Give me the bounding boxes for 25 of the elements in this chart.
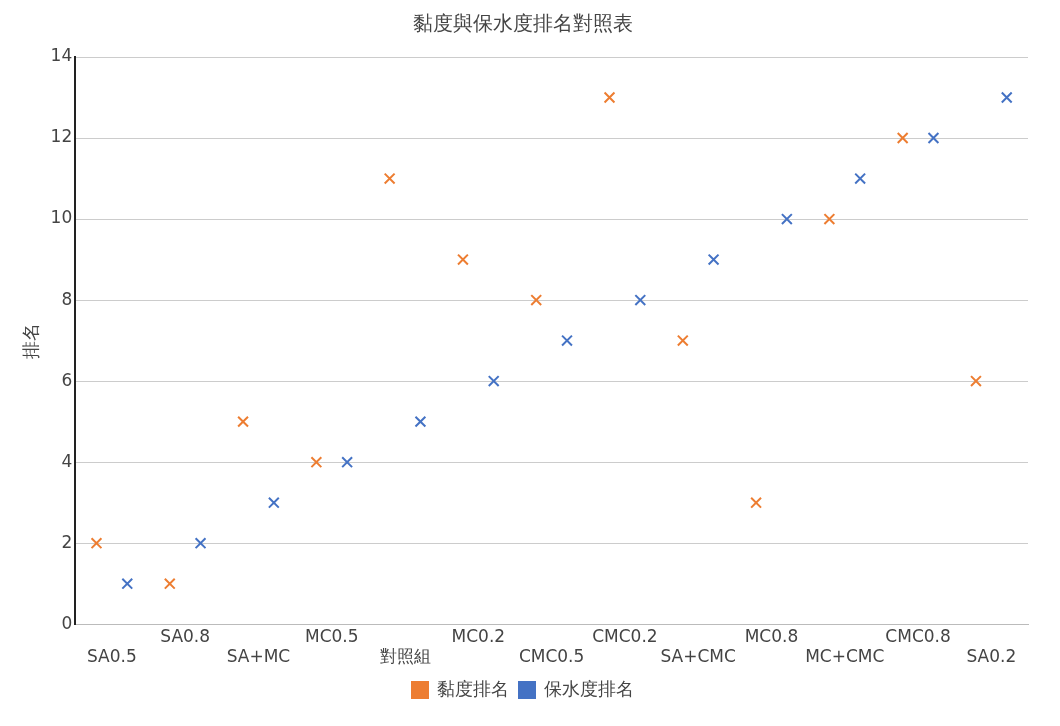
y-tick-label: 2 xyxy=(61,531,73,552)
chart-title: 黏度與保水度排名對照表 xyxy=(413,11,633,36)
y-tick-label: 4 xyxy=(61,450,73,471)
y-tick-label: 10 xyxy=(50,207,73,228)
legend-label: 黏度排名 xyxy=(437,677,509,699)
y-axis-title: 排名 xyxy=(20,322,42,359)
y-tick-label: 14 xyxy=(50,45,73,66)
x-tick-label: SA+CMC xyxy=(660,646,736,667)
x-tick-label: 對照組 xyxy=(379,646,431,667)
y-tick-label: 6 xyxy=(61,369,73,390)
x-tick-label: CMC0.5 xyxy=(518,646,585,667)
y-tick-label: 0 xyxy=(61,612,73,633)
x-tick-label: SA+MC xyxy=(226,646,291,667)
x-tick-label: MC0.2 xyxy=(451,625,506,646)
x-tick-label: MC0.8 xyxy=(744,625,799,646)
x-tick-label: SA0.8 xyxy=(160,625,211,646)
y-tick-label: 8 xyxy=(61,288,73,309)
x-tick-label: SA0.2 xyxy=(966,646,1017,667)
y-tick-label: 12 xyxy=(50,126,73,147)
x-tick-label: CMC0.8 xyxy=(885,625,951,646)
x-tick-label: MC0.5 xyxy=(304,625,359,646)
x-tick-label: MC+CMC xyxy=(805,646,885,667)
x-tick-label: CMC0.2 xyxy=(592,625,658,646)
x-tick-label: SA0.5 xyxy=(86,646,137,667)
legend-label: 保水度排名 xyxy=(544,677,634,699)
